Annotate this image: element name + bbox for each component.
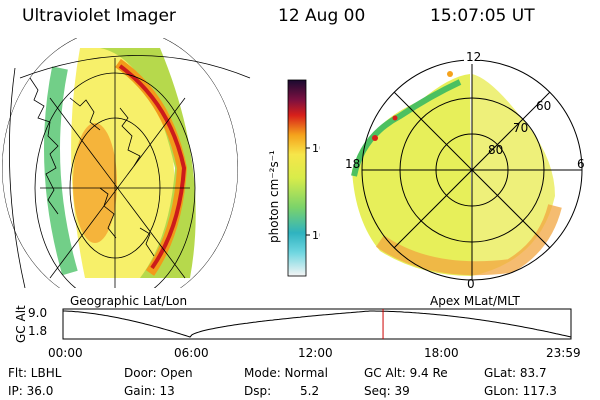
polar-fill-right [472,74,555,276]
lat-label-70: 70 [513,121,528,135]
geo-grid [2,38,251,288]
orbit-altitude-curve [63,310,572,338]
geographic-caption: Geographic Lat/Lon [70,294,188,308]
polar-band-orange [375,204,562,276]
orbit-xtick-0000: 00:00 [48,346,83,360]
polar-fill-left [352,74,472,276]
info-seq: Seq: 39 [364,384,410,398]
info-mode: Mode: Normal [244,366,328,380]
mlt-label-12: 12 [466,50,481,64]
coastline [29,77,155,257]
aurora-band-red [118,64,187,270]
mlt-label-bg [464,50,480,64]
orbit-plot [62,308,572,340]
mlt-label-6: 6 [577,157,585,171]
colorbar-tick-10: 10 [312,229,320,242]
date-label: 12 Aug 00 [278,6,366,26]
apex-caption: Apex MLat/MLT [430,294,520,308]
polar-grid [361,59,583,281]
orbit-ytick-min: 1.8 [28,324,48,338]
info-gcalt: GC Alt: 9.4 Re [364,366,448,380]
polar-image: 12 18 6 0 60 70 80 [345,50,585,290]
lat-label-60: 60 [536,99,551,113]
colorbar-unit-label: photon cm⁻²s⁻¹ [267,150,281,243]
orbit-xtick-2359: 23:59 [546,346,581,360]
polar-red-spot [392,115,398,121]
info-door: Door: Open [124,366,193,380]
mlt-label-18: 18 [345,157,360,171]
mlt-label-0: 0 [467,277,475,290]
orbit-xtick-1200: 12:00 [298,346,333,360]
time-label: 15:07:05 UT [430,6,535,26]
orbit-xtick-1800: 18:00 [424,346,459,360]
polar-red-spot [372,135,378,141]
info-gain: Gain: 13 [124,384,175,398]
aurora-band-left [44,66,78,276]
orbit-plot-frame [62,308,572,340]
orbit-ytick-max: 9.0 [28,306,48,320]
info-glat: GLat: 83.7 [484,366,547,380]
instrument-title: Ultraviolet Imager [22,6,176,26]
info-glon: GLon: 117.3 [484,384,557,398]
info-dsp-value: 5.2 [300,384,320,398]
info-dsp-label: Dsp: [244,384,272,398]
polar-band-green [351,79,462,177]
aurora-orange-patch [73,123,117,243]
colorbar: 100 10 photon cm⁻²s⁻¹ [267,79,320,277]
colorbar-gradient [287,79,307,277]
orbit-xtick-0600: 06:00 [174,346,209,360]
info-flt: Flt: LBHL [8,366,62,380]
orbit-ylabel: GC Alt [14,305,28,343]
lat-label-80: 80 [488,143,503,157]
geographic-image [2,38,251,288]
info-ip: IP: 36.0 [8,384,54,398]
polar-orange-spot [447,71,453,77]
colorbar-tick-100: 100 [312,142,320,155]
